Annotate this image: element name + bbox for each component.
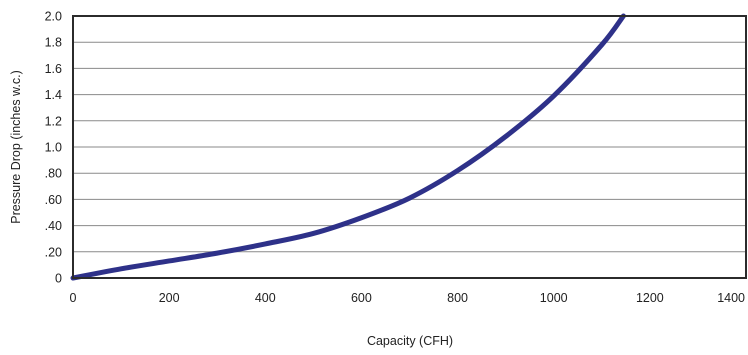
y-tick-label: 1.8 [45,36,62,50]
x-tick-label: 600 [351,291,372,305]
y-axis-label: Pressure Drop (inches w.c.) [9,70,23,224]
plot-frame [72,15,747,279]
y-tick-label: .80 [45,167,62,181]
x-tick-label: 0 [70,291,77,305]
y-tick-labels: 0 .20 .40 .60 .80 1.0 1.2 1.4 1.6 1.8 2.0 [45,10,62,286]
grid-layer [73,41,746,253]
x-tick-label: 1000 [540,291,568,305]
x-axis-label: Capacity (CFH) [367,334,453,348]
x-tick-label: 400 [255,291,276,305]
x-tick-label: 200 [159,291,180,305]
x-tick-label: 1200 [636,291,664,305]
y-tick-label: 1.6 [45,62,62,76]
series-layer [70,13,626,281]
y-tick-label: .60 [45,193,62,207]
y-tick-label: 1.0 [45,141,62,155]
y-tick-label: 2.0 [45,10,62,24]
x-tick-labels: 0 200 400 600 800 1000 1200 1400 [70,291,746,305]
x-tick-label: 800 [447,291,468,305]
y-tick-label: 1.2 [45,114,62,128]
y-tick-label: .20 [45,245,62,259]
y-tick-label: 0 [55,272,62,286]
series-line [70,13,626,281]
y-tick-label: 1.4 [45,88,62,102]
y-tick-label: .40 [45,219,62,233]
x-tick-label: 1400 [717,291,745,305]
